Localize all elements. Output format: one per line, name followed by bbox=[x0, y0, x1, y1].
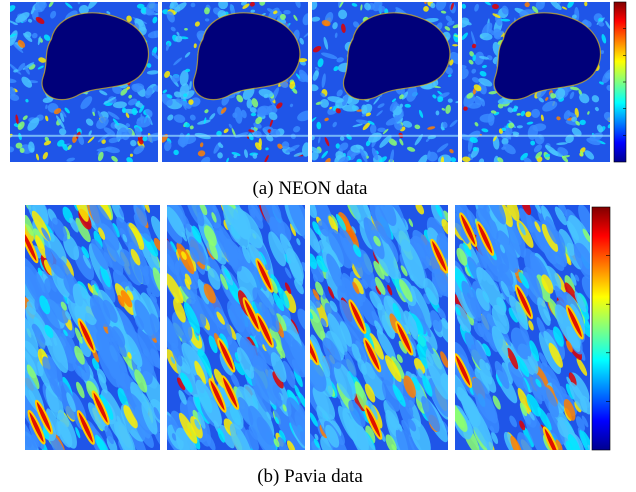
caption: (b) Pavia data bbox=[257, 466, 363, 487]
heatmap-panel bbox=[310, 205, 448, 450]
heatmap-panel bbox=[455, 205, 590, 450]
heatmap-panel bbox=[462, 2, 610, 162]
heatmap-panel bbox=[162, 2, 308, 162]
heatmap-panel bbox=[10, 2, 158, 162]
colorbar-ticks bbox=[606, 28, 626, 402]
heatmaps bbox=[10, 2, 610, 450]
heatmap-panel bbox=[167, 205, 305, 450]
caption: (a) NEON data bbox=[252, 178, 368, 199]
colorbar bbox=[591, 206, 611, 451]
heatmap-panel bbox=[312, 2, 458, 162]
heatmap-panel bbox=[25, 205, 160, 450]
